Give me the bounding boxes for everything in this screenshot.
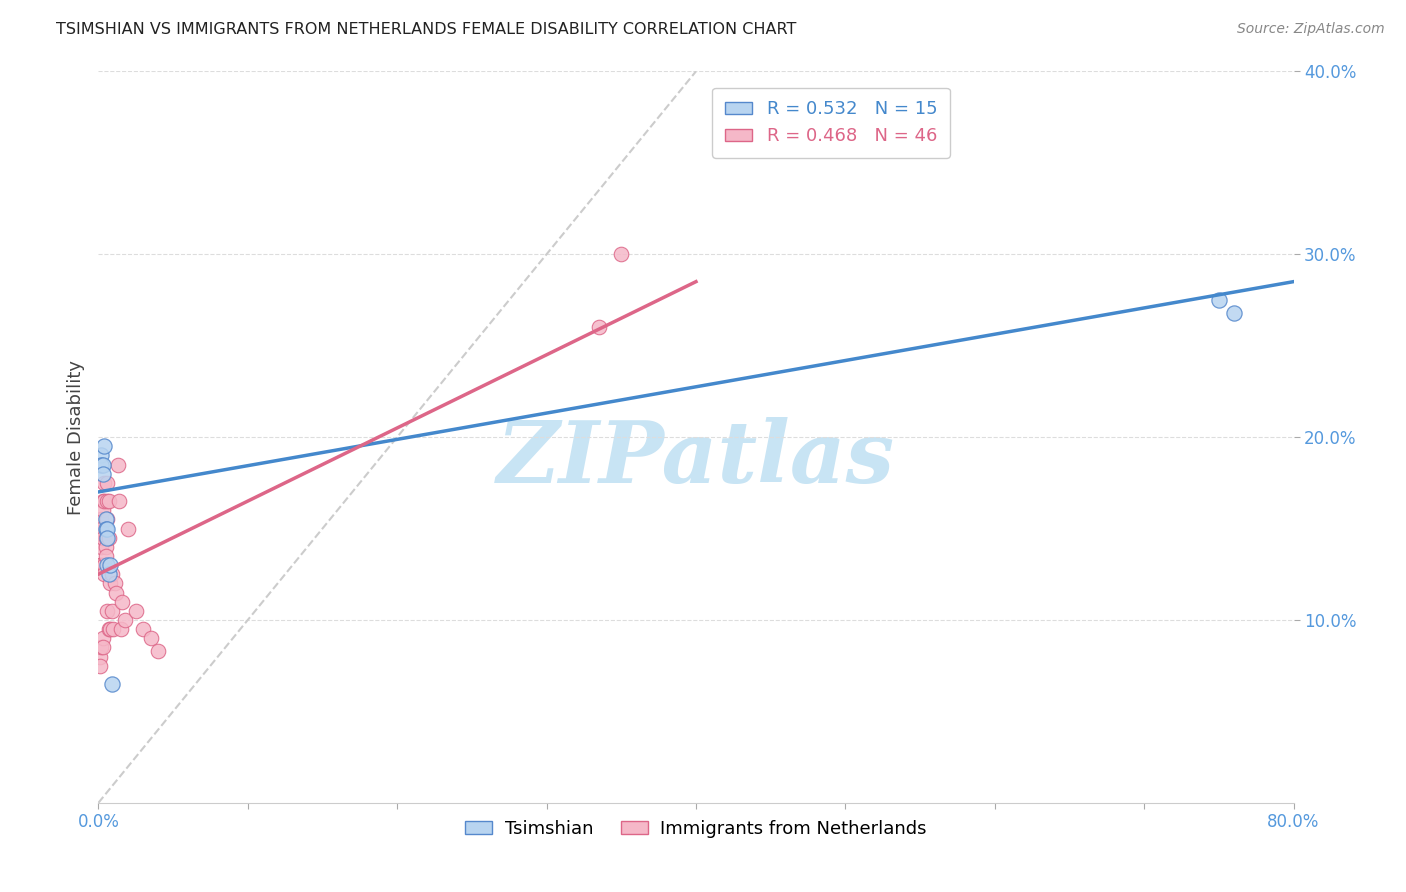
Point (101, 677, 124, 691)
Point (101, 604, 124, 618)
Point (89, 649, 111, 664)
Point (91, 503, 114, 517)
Point (111, 594, 134, 608)
Point (94, 549, 117, 563)
Point (91, 467, 114, 481)
Point (96, 512, 118, 526)
Point (101, 567, 124, 582)
Point (105, 585, 128, 599)
Text: Source: ZipAtlas.com: Source: ZipAtlas.com (1237, 22, 1385, 37)
Point (104, 576, 127, 591)
Point (96, 531, 118, 545)
Point (91, 640, 114, 655)
Point (90, 521, 112, 535)
Point (90, 640, 112, 655)
Point (588, 320, 610, 334)
Point (107, 458, 129, 472)
Point (94, 512, 117, 526)
Point (139, 632, 162, 646)
Point (148, 644, 170, 658)
Point (1208, 293, 1230, 307)
Point (93, 558, 115, 573)
Point (94, 531, 117, 545)
Point (91, 531, 114, 545)
Y-axis label: Female Disability: Female Disability (66, 359, 84, 515)
Point (90, 558, 112, 573)
Point (98, 558, 122, 573)
Point (90, 458, 112, 472)
Point (97, 531, 120, 545)
Point (96, 521, 118, 535)
Point (108, 494, 131, 508)
Point (94, 540, 117, 554)
Point (93, 475, 115, 490)
Point (93, 567, 115, 582)
Point (93, 439, 115, 453)
Point (90, 512, 112, 526)
Text: ZIPatlas: ZIPatlas (496, 417, 896, 500)
Point (103, 622, 125, 636)
Point (96, 558, 118, 573)
Point (117, 521, 139, 535)
Point (110, 622, 132, 636)
Point (91, 632, 114, 646)
Point (132, 622, 155, 636)
Point (98, 576, 122, 591)
Point (114, 613, 136, 627)
Point (96, 475, 118, 490)
Point (90, 540, 112, 554)
Point (610, 247, 633, 261)
Point (91, 494, 114, 508)
Point (96, 604, 118, 618)
Point (125, 604, 148, 618)
Point (94, 521, 117, 535)
Point (97, 567, 120, 582)
Point (1223, 306, 1246, 320)
Point (89, 658, 111, 673)
Legend: Tsimshian, Immigrants from Netherlands: Tsimshian, Immigrants from Netherlands (458, 813, 934, 845)
Point (89, 558, 111, 573)
Point (93, 494, 115, 508)
Point (97, 622, 120, 636)
Point (98, 622, 122, 636)
Point (90, 448, 112, 462)
Point (97, 494, 120, 508)
Text: TSIMSHIAN VS IMMIGRANTS FROM NETHERLANDS FEMALE DISABILITY CORRELATION CHART: TSIMSHIAN VS IMMIGRANTS FROM NETHERLANDS… (56, 22, 797, 37)
Point (96, 494, 118, 508)
Point (91, 458, 114, 472)
